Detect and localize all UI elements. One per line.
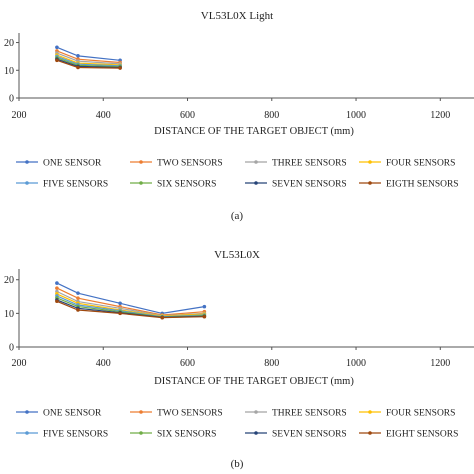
x-tick-label: 200 [12,110,27,121]
x-tick-label: 600 [180,358,195,369]
y-tick-label: 20 [4,38,14,49]
figure-caption: (b) [231,458,244,470]
x-tick-label: 600 [180,110,195,121]
x-tick-label: 1000 [346,358,366,369]
legend-entry: SEVEN SENSORS [272,430,347,440]
data-point [55,299,59,304]
data-point [202,304,207,309]
legend-entry: FIVE SENSORS [43,430,108,440]
legend-entry: FOUR SENSORS [386,159,455,169]
legend-entry: TWO SENSORS [157,159,223,169]
legend-marker [368,410,372,414]
data-point [118,66,122,70]
legend-entry: FOUR SENSORS [386,409,455,419]
x-tick-label: 800 [264,358,279,369]
legend-entry: ONE SENSOR [43,159,102,169]
x-tick-label: 800 [264,110,279,121]
legend-marker [254,181,258,185]
legend-entry: ONE SENSOR [43,409,102,419]
chart-panel-a: VL53L0X Light 0 10 20 200 400 600 800 1000 1200 DI… [4,10,474,222]
data-point [160,315,165,320]
y-tick-label: 10 [4,309,14,320]
chart-title: VL53L0X Light [201,10,273,22]
legend-entry: EIGTH SENSORS [386,180,459,190]
legend-marker [254,410,258,414]
legend-entry: THREE SENSORS [272,409,347,419]
data-point [118,311,122,316]
legend-marker [368,431,372,435]
figure-caption: (a) [231,210,244,222]
legend-marker [25,160,29,164]
legend-marker [25,410,29,414]
data-point [55,281,59,285]
legend-marker [254,160,258,164]
data-point [76,65,80,70]
legend-marker [368,181,372,185]
data-point [76,308,80,312]
legend-marker [139,410,143,414]
legend-entry: TWO SENSORS [157,409,223,419]
y-tick-label: 10 [4,66,14,77]
x-tick-label: 400 [96,110,111,121]
data-point [55,58,59,63]
data-point [76,296,80,301]
legend-marker [25,431,29,435]
x-axis-label: DISTANCE OF THE TARGET OBJECT (mm) [154,376,354,387]
y-tick-label: 0 [9,94,14,105]
x-tick-label: 1200 [430,110,450,121]
chart-panel-b: VL53L0X 0 10 20 200 400 600 800 1000 1200 DISTANCE… [4,249,474,470]
legend-entry: EIGHT SENSORS [386,430,458,440]
y-tick-label: 20 [4,275,14,286]
legend-marker [139,431,143,435]
x-axis-label: DISTANCE OF THE TARGET OBJECT (mm) [154,126,354,137]
x-tick-label: 200 [12,358,27,369]
y-tick-label: 0 [9,343,14,354]
chart-title: VL53L0X [214,249,260,261]
legend-marker [139,181,143,185]
data-point [202,314,207,319]
data-point [76,291,80,295]
data-point [55,45,59,50]
data-point [55,286,59,290]
legend-entry: THREE SENSORS [272,159,347,169]
legend-entry: SIX SENSORS [157,180,216,190]
legend-marker [368,160,372,164]
x-tick-label: 400 [96,358,111,369]
legend-marker [25,181,29,185]
legend-entry: FIVE SENSORS [43,180,108,190]
legend-marker [254,431,258,435]
legend-marker [139,160,143,164]
legend-entry: SIX SENSORS [157,430,216,440]
data-point [118,301,122,306]
legend-entry: SEVEN SENSORS [272,180,347,190]
x-tick-label: 1200 [430,358,450,369]
data-point [76,54,80,58]
x-tick-label: 1000 [346,110,366,121]
